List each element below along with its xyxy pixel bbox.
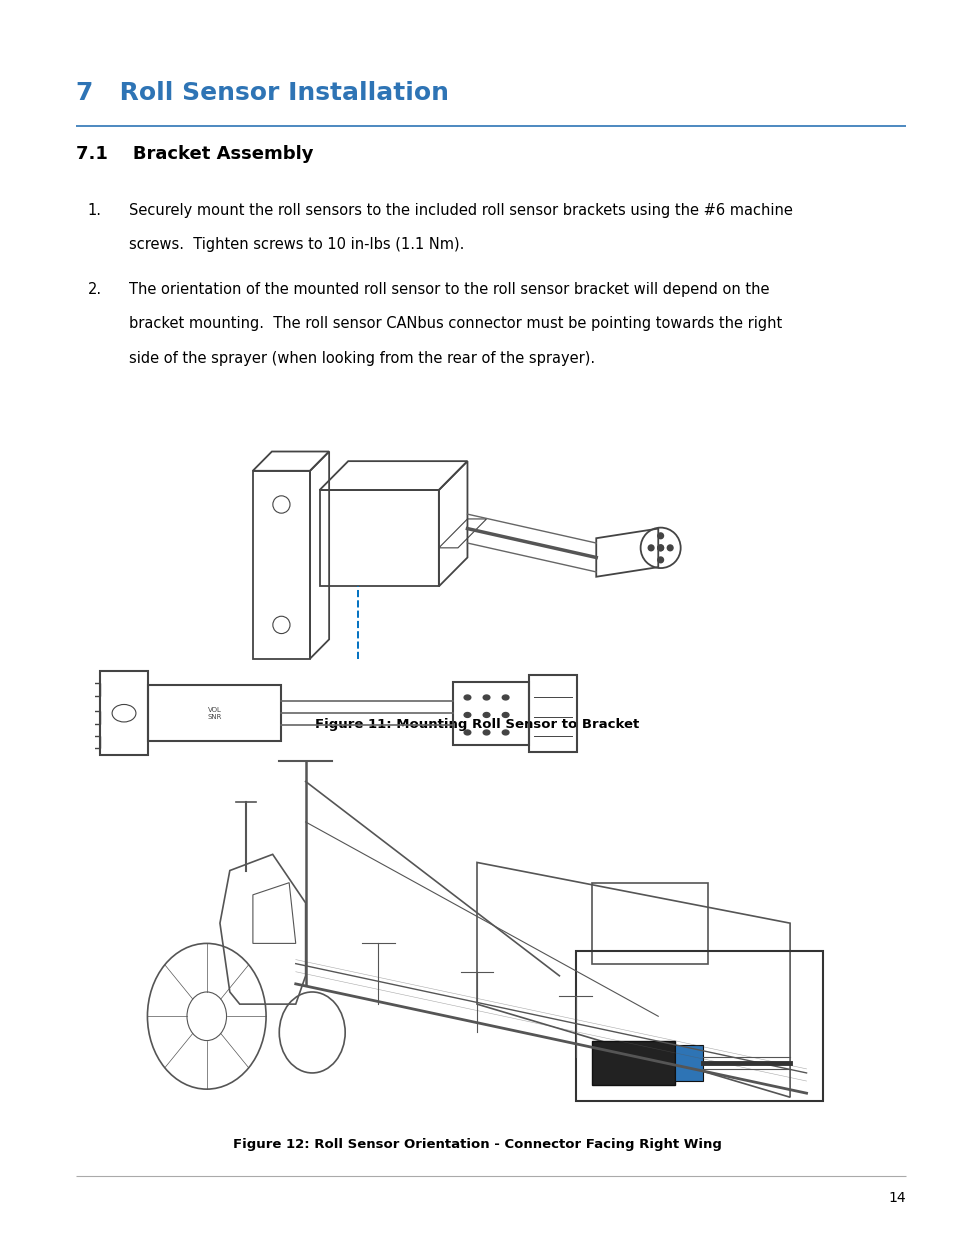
Bar	[86, 711, 100, 724]
Circle shape	[657, 545, 662, 551]
Text: 7   Roll Sensor Installation: 7 Roll Sensor Installation	[76, 82, 449, 105]
Circle shape	[463, 730, 470, 735]
Bar	[453, 682, 529, 745]
Text: 14: 14	[888, 1191, 905, 1204]
Circle shape	[482, 713, 490, 718]
Text: VOL
SNR: VOL SNR	[207, 706, 222, 720]
Circle shape	[648, 545, 653, 551]
Circle shape	[482, 730, 490, 735]
Circle shape	[657, 557, 662, 563]
Text: The orientation of the mounted roll sensor to the roll sensor bracket will depen: The orientation of the mounted roll sens…	[129, 282, 768, 296]
Circle shape	[482, 695, 490, 700]
Bar	[592, 883, 707, 963]
Bar	[100, 672, 148, 755]
Circle shape	[657, 545, 662, 551]
Text: 2.: 2.	[88, 282, 102, 296]
Circle shape	[501, 695, 509, 700]
Text: 7.1    Bracket Assembly: 7.1 Bracket Assembly	[76, 144, 314, 163]
Circle shape	[463, 713, 470, 718]
Text: bracket mounting.  The roll sensor CANbus connector must be pointing towards the: bracket mounting. The roll sensor CANbus…	[129, 316, 781, 331]
Circle shape	[463, 695, 470, 700]
Bar	[592, 1041, 674, 1086]
Circle shape	[666, 545, 672, 551]
Bar	[148, 685, 281, 741]
Circle shape	[501, 730, 509, 735]
Bar	[86, 683, 100, 695]
Text: screws.  Tighten screws to 10 in-lbs (1.1 Nm).: screws. Tighten screws to 10 in-lbs (1.1…	[129, 237, 464, 252]
Bar	[86, 736, 100, 748]
Text: Figure 11: Mounting Roll Sensor to Bracket: Figure 11: Mounting Roll Sensor to Brack…	[314, 718, 639, 731]
Text: 1.: 1.	[88, 203, 102, 217]
Circle shape	[501, 713, 509, 718]
Text: Securely mount the roll sensors to the included roll sensor brackets using the #: Securely mount the roll sensors to the i…	[129, 203, 792, 217]
Bar	[529, 674, 577, 752]
Circle shape	[657, 534, 662, 538]
Bar	[674, 1045, 702, 1081]
Text: side of the sprayer (when looking from the rear of the sprayer).: side of the sprayer (when looking from t…	[129, 351, 595, 366]
Text: Figure 12: Roll Sensor Orientation - Connector Facing Right Wing: Figure 12: Roll Sensor Orientation - Con…	[233, 1137, 720, 1151]
